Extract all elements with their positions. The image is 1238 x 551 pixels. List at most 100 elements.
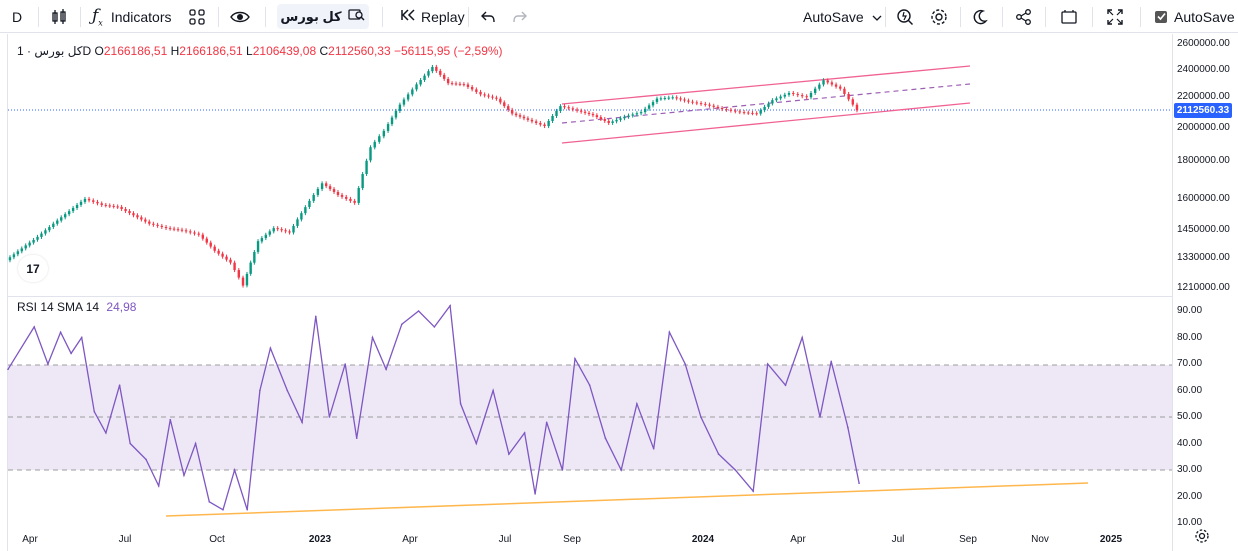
candle-body — [479, 91, 482, 95]
candle-body — [619, 118, 622, 120]
candle-body — [599, 117, 603, 120]
candle-body — [92, 200, 95, 202]
gear-icon[interactable] — [930, 0, 948, 33]
candle-body — [639, 112, 643, 114]
eye-icon[interactable] — [230, 0, 250, 33]
legend-high-prefix: H — [170, 44, 180, 58]
rsi-point — [70, 352, 72, 355]
autosave-dropdown[interactable]: AutoSave — [803, 0, 882, 33]
rsi-point — [734, 469, 737, 471]
candle-body — [156, 224, 159, 226]
candle-body — [667, 97, 670, 99]
rsi-point — [105, 432, 107, 434]
legend-open: 2166186,51 — [103, 44, 168, 58]
symbol-search-button[interactable]: کل بورس — [277, 4, 369, 29]
price-axis-tick: 2000000.00 — [1177, 121, 1230, 133]
rsi-point — [93, 410, 96, 413]
candle-body — [830, 82, 834, 85]
indicators-label: Indicators — [110, 8, 172, 25]
quick-search-icon[interactable] — [896, 0, 914, 33]
candle-body — [172, 228, 176, 230]
time-axis-tick: Nov — [1031, 534, 1049, 545]
share-icon[interactable] — [1015, 0, 1033, 33]
candle-body — [851, 99, 854, 105]
time-axis-tick: Apr — [402, 534, 418, 545]
channel-middle-line[interactable] — [561, 83, 971, 124]
candle-body — [470, 86, 474, 90]
rsi-trendline[interactable] — [165, 482, 1089, 517]
candle-body — [256, 241, 260, 252]
candle-body — [189, 231, 192, 233]
autosave-checkbox[interactable]: AutoSave — [1155, 0, 1235, 33]
candle-body — [276, 228, 279, 230]
channel-lower-line[interactable] — [561, 102, 971, 144]
rsi-point — [636, 402, 638, 405]
rsi-series — [7, 304, 860, 511]
candle-body — [454, 83, 458, 85]
candle-body — [607, 120, 610, 123]
chart-type-icon[interactable] — [50, 0, 68, 33]
symbol-search-icon — [347, 8, 366, 25]
candle-body — [120, 206, 123, 210]
candle-body — [390, 117, 394, 125]
candle-body — [518, 115, 522, 117]
channel-upper-line[interactable] — [561, 65, 971, 105]
candle-body — [783, 94, 786, 97]
candle-body — [260, 238, 264, 242]
chart-left-border — [7, 34, 8, 551]
price-axis-tick: 1800000.00 — [1177, 155, 1230, 167]
rsi-point — [401, 323, 403, 326]
toolbar-divider — [885, 7, 886, 27]
candle-body — [249, 262, 252, 274]
rsi-legend[interactable]: RSI 14 SMA 14 24,98 — [17, 300, 136, 314]
time-axis-tick: Apr — [22, 534, 38, 545]
time-axis-tick: Oct — [209, 534, 225, 545]
undo-icon[interactable] — [480, 0, 496, 33]
time-axis-tick: Jul — [498, 534, 512, 545]
candle-body — [759, 110, 762, 114]
candle-body — [40, 233, 43, 237]
legend-symbol[interactable]: کل بورس — [34, 44, 83, 58]
interval-button[interactable]: D — [12, 0, 22, 33]
legend-close-prefix: C — [319, 44, 329, 58]
fullscreen-icon[interactable] — [1106, 0, 1124, 33]
rsi-point — [259, 389, 261, 392]
indicators-button[interactable]: ƒx Indicators — [92, 0, 172, 33]
candle-body — [280, 229, 283, 231]
layout-icon[interactable] — [1060, 0, 1078, 33]
candle-body — [233, 262, 236, 271]
toolbar-divider — [960, 7, 961, 27]
candle-body — [324, 183, 328, 187]
candle-body — [796, 94, 799, 96]
candle-body — [176, 229, 180, 231]
candle-body — [847, 93, 850, 100]
rsi-point — [475, 442, 478, 445]
rsi-point — [355, 437, 358, 440]
templates-icon[interactable] — [188, 0, 206, 33]
redo-icon[interactable] — [512, 0, 528, 33]
autosave-dropdown-label: AutoSave — [803, 8, 864, 25]
moon-icon[interactable] — [972, 0, 988, 33]
rsi-point — [118, 384, 121, 387]
chart-settings-icon[interactable] — [1194, 528, 1210, 549]
candle-body — [245, 273, 249, 286]
rsi-axis-tick: 90.00 — [1177, 305, 1203, 316]
price-axis-tick: 1330000.00 — [1177, 251, 1230, 263]
candle-body — [419, 80, 422, 85]
candle-body — [822, 80, 825, 85]
candle-body — [296, 219, 299, 226]
rsi-point — [328, 416, 331, 418]
tradingview-logo[interactable]: 17 — [18, 255, 48, 282]
chart-canvas[interactable] — [0, 34, 1238, 551]
candle-body — [217, 250, 220, 254]
candle-body — [751, 112, 754, 114]
candle-body — [152, 223, 155, 225]
candle-body — [328, 186, 332, 190]
candle-body — [623, 116, 626, 119]
rsi-point — [620, 469, 622, 471]
replay-button[interactable]: Replay — [400, 0, 465, 33]
candle-body — [547, 120, 550, 127]
chart-area[interactable]: کل بورس · 1D O2166186,51 H2166186,51 L21… — [0, 34, 1238, 551]
pane-separator[interactable] — [8, 296, 1173, 297]
candle-body — [160, 225, 164, 228]
